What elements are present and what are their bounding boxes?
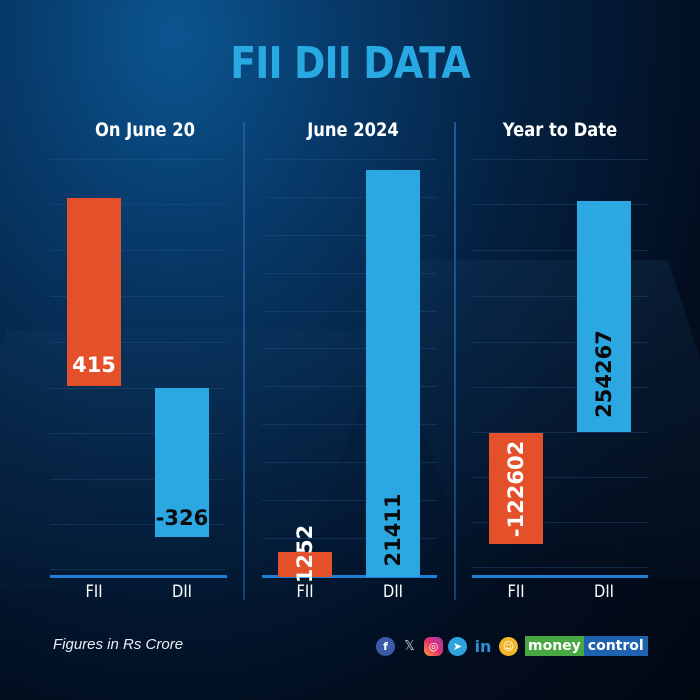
panel-title-ytd: Year to Date (502, 119, 618, 141)
x-label-dii: DII (172, 582, 192, 602)
bar-value-label: 415 (72, 353, 116, 377)
x-label-dii: DII (383, 582, 403, 602)
moneycontrol-logo: money control (525, 636, 648, 656)
bar-value-label: 1252 (293, 524, 317, 584)
x-axis-baseline (262, 575, 437, 578)
bar-fii-ytd: -122602 (489, 433, 543, 544)
x-label-fii: FII (85, 582, 103, 602)
x-label-fii: FII (507, 582, 525, 602)
panel-title-daily: On June 20 (94, 119, 196, 141)
facebook-icon[interactable]: f (376, 636, 395, 656)
panel-divider (243, 122, 245, 600)
logo-part-control: control (583, 636, 648, 656)
snapchat-icon[interactable]: ☺ (499, 636, 518, 656)
linkedin-icon[interactable]: in (474, 636, 492, 656)
x-label-fii: FII (296, 582, 314, 602)
instagram-icon[interactable]: ◎ (424, 636, 443, 656)
panel-title-monthly: June 2024 (307, 119, 399, 141)
x-axis-baseline (472, 575, 648, 578)
footnote: Figures in Rs Crore (53, 636, 184, 653)
bar-dii-monthly: 21411 (366, 170, 420, 577)
logo-part-money: money (525, 636, 584, 656)
bar-value-label: 21411 (381, 493, 405, 567)
bar-fii-monthly: 1252 (278, 525, 332, 583)
telegram-icon[interactable]: ➤ (448, 636, 467, 656)
x-icon[interactable]: 𝕏 (404, 638, 415, 654)
bar-value-label: -326 (155, 506, 209, 530)
x-axis-baseline (50, 575, 227, 578)
bar-dii-ytd: 254267 (577, 201, 631, 432)
bar-value-label: -122602 (504, 440, 528, 538)
bar-fii-daily: 415 (67, 198, 121, 386)
panel-divider (454, 122, 456, 600)
bar-value-label: 254267 (592, 330, 616, 418)
x-label-dii: DII (594, 582, 614, 602)
bar-dii-daily: -326 (155, 388, 209, 537)
page-title: FII DII DATA (230, 38, 470, 89)
social-links: f 𝕏 ◎ ➤ in ☺ money control (376, 636, 648, 656)
